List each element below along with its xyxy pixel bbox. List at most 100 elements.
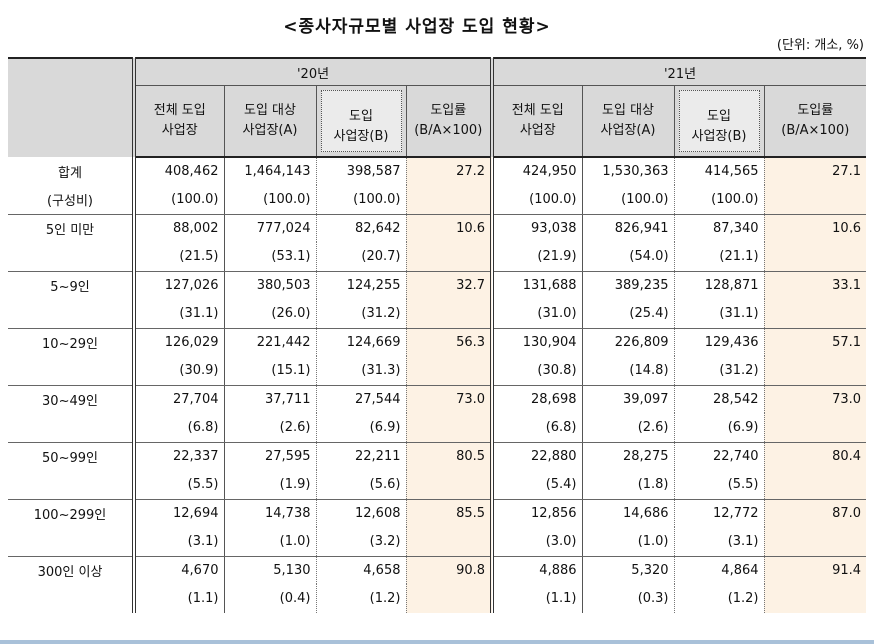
- share-cell: (6.9): [315, 413, 406, 443]
- col-header-adopted: 도입 사업장(B): [673, 85, 765, 158]
- table-row-share: (30.9) (15.1) (31.3) (30.8) (14.8) (31.2): [8, 356, 867, 386]
- table-row: 50~99인 22,337 27,595 22,211 80.5 22,880 28,275…: [8, 442, 867, 470]
- rate-cell: 33.1: [763, 271, 867, 299]
- row-label: 50~99인: [42, 451, 98, 466]
- value-cell: 37,711: [223, 385, 316, 413]
- row-label: 10~29인: [42, 337, 98, 352]
- rate-cell-empty: [763, 299, 867, 329]
- value-cell: 124,669: [315, 328, 406, 356]
- value-cell: 129,436: [673, 328, 765, 356]
- col-header-total: 전체 도입 사업장: [132, 85, 224, 158]
- share-cell: (100.0): [581, 185, 675, 215]
- rate-cell-empty: [405, 584, 493, 613]
- share-cell: (6.8): [132, 413, 224, 443]
- share-cell: (31.2): [315, 299, 406, 329]
- share-cell: (0.3): [581, 584, 675, 613]
- value-cell: 131,688: [490, 271, 583, 299]
- table-row: 300인 이상 4,670 5,130 4,658 90.8 4,886 5,320 4,86…: [8, 556, 867, 584]
- rate-cell-empty: [405, 527, 493, 557]
- share-cell: (20.7): [315, 242, 406, 272]
- value-cell: 27,544: [315, 385, 406, 413]
- value-cell: 124,255: [315, 271, 406, 299]
- rate-cell-empty: [405, 356, 493, 386]
- share-cell: (21.1): [673, 242, 765, 272]
- share-cell: (31.0): [490, 299, 583, 329]
- share-cell: (1.2): [673, 584, 765, 613]
- value-cell: 408,462: [132, 157, 224, 185]
- rate-cell-empty: [405, 185, 493, 215]
- share-cell: (1.1): [490, 584, 583, 613]
- share-cell: (3.2): [315, 527, 406, 557]
- col-header-rate: 도입률 (B/A×100): [405, 85, 493, 158]
- value-cell: 12,694: [132, 499, 224, 527]
- table-row: 합계 408,462 1,464,143 398,587 27.2 424,950 1,53…: [8, 157, 867, 185]
- value-cell: 12,856: [490, 499, 583, 527]
- row-label: 30~49인: [42, 394, 98, 409]
- share-cell: (21.9): [490, 242, 583, 272]
- rate-cell-empty: [763, 584, 867, 613]
- row-label: 합계: [58, 165, 82, 181]
- row-sub-label: [8, 470, 134, 500]
- rate-cell: 57.1: [763, 328, 867, 356]
- value-cell: 22,211: [315, 442, 406, 470]
- value-cell: 127,026: [132, 271, 224, 299]
- rate-cell-empty: [763, 527, 867, 557]
- value-cell: 4,670: [132, 556, 224, 584]
- rate-cell: 87.0: [763, 499, 867, 527]
- share-cell: (15.1): [223, 356, 316, 386]
- share-cell: (5.5): [673, 470, 765, 500]
- value-cell: 414,565: [673, 157, 765, 185]
- value-cell: 14,686: [581, 499, 675, 527]
- row-sub-label: [8, 413, 134, 443]
- col-header-target: 도입 대상 사업장(A): [223, 85, 316, 158]
- value-cell: 4,864: [673, 556, 765, 584]
- value-cell: 87,340: [673, 214, 765, 242]
- share-cell: (54.0): [581, 242, 675, 272]
- rate-cell-empty: [405, 242, 493, 272]
- row-sub-label: [8, 242, 134, 272]
- value-cell: 777,024: [223, 214, 316, 242]
- row-label: 100~299인: [33, 508, 107, 523]
- rate-cell: 80.4: [763, 442, 867, 470]
- row-sub-label: [8, 356, 134, 386]
- share-cell: (5.6): [315, 470, 406, 500]
- table-row-share: (구성비) (100.0) (100.0) (100.0) (100.0) (100.0)…: [8, 185, 867, 215]
- value-cell: 380,503: [223, 271, 316, 299]
- share-cell: (26.0): [223, 299, 316, 329]
- table-row-share: (21.5) (53.1) (20.7) (21.9) (54.0) (21.1): [8, 242, 867, 272]
- table-row: 5인 미만 88,002 777,024 82,642 10.6 93,038 826,94…: [8, 214, 867, 242]
- row-label: 5인 미만: [45, 223, 95, 238]
- share-cell: (25.4): [581, 299, 675, 329]
- rate-cell: 10.6: [763, 214, 867, 242]
- value-cell: 28,275: [581, 442, 675, 470]
- table-row: 30~49인 27,704 37,711 27,544 73.0 28,698 39,097…: [8, 385, 867, 413]
- share-cell: (3.1): [132, 527, 224, 557]
- unit-note: (단위: 개소, %): [776, 38, 864, 53]
- table-row-share: (3.1) (1.0) (3.2) (3.0) (1.0) (3.1): [8, 527, 867, 557]
- rate-cell: 27.1: [763, 157, 867, 185]
- rate-cell-empty: [763, 242, 867, 272]
- share-cell: (5.4): [490, 470, 583, 500]
- row-sub-label: [8, 527, 134, 557]
- value-cell: 5,320: [581, 556, 675, 584]
- col-header-total: 전체 도입 사업장: [490, 85, 583, 158]
- share-cell: (1.9): [223, 470, 316, 500]
- year-header-2021: '21년: [490, 57, 867, 86]
- share-cell: (6.9): [673, 413, 765, 443]
- value-cell: 389,235: [581, 271, 675, 299]
- value-cell: 39,097: [581, 385, 675, 413]
- rate-cell: 27.2: [405, 157, 493, 185]
- share-cell: (5.5): [132, 470, 224, 500]
- value-cell: 12,772: [673, 499, 765, 527]
- table-row-share: (5.5) (1.9) (5.6) (5.4) (1.8) (5.5): [8, 470, 867, 500]
- rate-cell: 80.5: [405, 442, 493, 470]
- table-row-share: (1.1) (0.4) (1.2) (1.1) (0.3) (1.2): [8, 584, 867, 613]
- value-cell: 826,941: [581, 214, 675, 242]
- share-cell: (100.0): [223, 185, 316, 215]
- table-title: <종사자규모별 사업장 도입 현황>: [283, 17, 551, 37]
- share-cell: (100.0): [490, 185, 583, 215]
- value-cell: 82,642: [315, 214, 406, 242]
- share-cell: (31.2): [673, 356, 765, 386]
- value-cell: 22,337: [132, 442, 224, 470]
- value-cell: 5,130: [223, 556, 316, 584]
